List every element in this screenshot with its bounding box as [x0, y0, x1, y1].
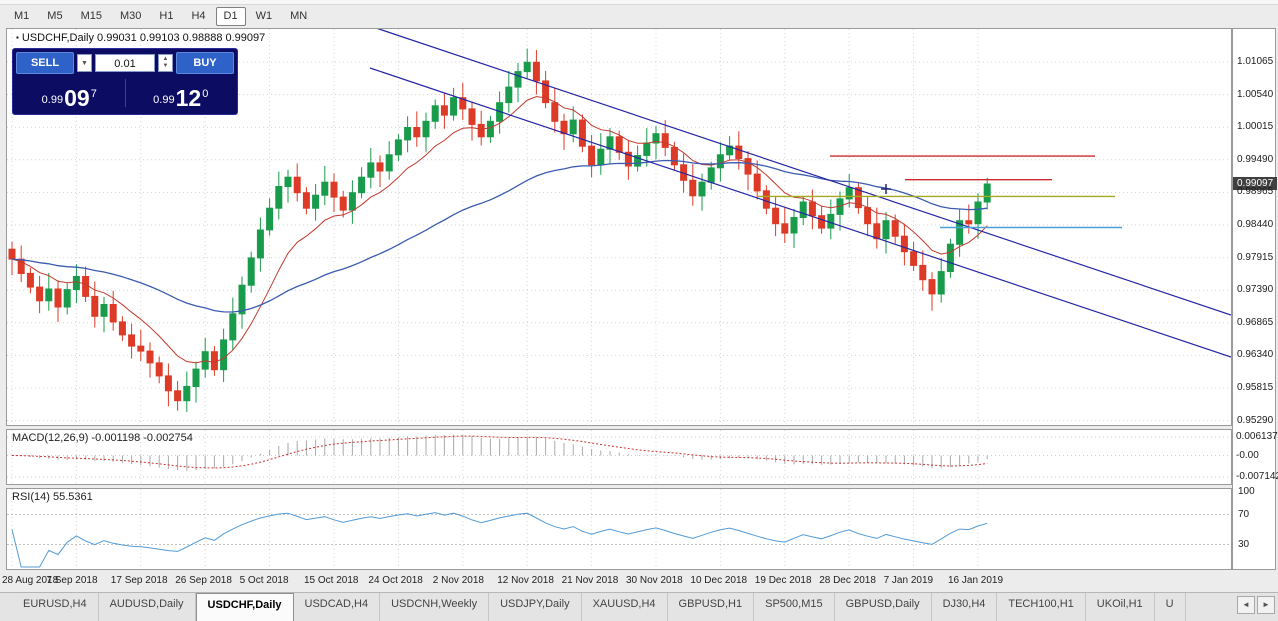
date-axis-label: 2 Nov 2018 [432, 575, 484, 586]
price-separator [124, 79, 126, 107]
buy-button[interactable]: BUY [176, 52, 234, 74]
sell-price-sup: 7 [90, 88, 97, 100]
date-axis-label: 28 Dec 2018 [819, 575, 876, 586]
date-axis-label: 7 Sep 2018 [46, 575, 98, 586]
lot-size-field[interactable]: 0.01 [95, 54, 155, 72]
timeframe-button-H1[interactable]: H1 [159, 9, 174, 22]
timeframe-button-M30[interactable]: M30 [119, 9, 142, 22]
date-axis-label: 28 Aug 2018 [2, 575, 59, 586]
chart-tab-usdcnh-weekly[interactable]: USDCNH,Weekly [380, 593, 490, 621]
date-axis-label: 16 Jan 2019 [948, 575, 1004, 586]
chart-tab-gbpusd-h1[interactable]: GBPUSD,H1 [668, 593, 755, 621]
date-axis-label: 10 Dec 2018 [690, 575, 748, 586]
stepper-up-icon[interactable]: ▲ [162, 56, 169, 62]
chart-tab-usdchf-daily[interactable]: USDCHF,Daily [195, 593, 294, 621]
timeframe-button-H4[interactable]: H4 [191, 9, 206, 22]
timeframe-button-M1[interactable]: M1 [14, 9, 30, 22]
chart-tab-bar: EURUSD,H4 AUDUSD,Daily USDCHF,Daily USDCAD,… [0, 592, 1278, 621]
buy-price-small: 0.99 [153, 94, 175, 106]
date-axis-label: 26 Sep 2018 [175, 575, 232, 586]
date-axis-label: 24 Oct 2018 [368, 575, 423, 586]
date-axis-label: 5 Oct 2018 [239, 575, 289, 586]
chart-tab-sp500-m15[interactable]: SP500,M15 [754, 593, 835, 621]
date-axis-label: 12 Nov 2018 [497, 575, 554, 586]
price-axis [1232, 28, 1276, 570]
date-axis-label: 15 Oct 2018 [304, 575, 359, 586]
chart-tab-usdcad-h4[interactable]: USDCAD,H4 [294, 593, 381, 621]
date-axis-label: 21 Nov 2018 [561, 575, 619, 586]
sell-price[interactable]: 0.99 09 7 [18, 85, 121, 111]
macd-pane [6, 429, 1232, 485]
timeframe-button-M5[interactable]: M5 [47, 9, 63, 22]
tab-scroll-right-icon[interactable]: ► [1257, 596, 1275, 614]
timeframe-button-W1[interactable]: W1 [255, 9, 273, 22]
sell-price-small: 0.99 [41, 94, 64, 106]
chart-tab-usdjpy-daily[interactable]: USDJPY,Daily [489, 593, 582, 621]
lot-dropdown-icon[interactable]: ▼ [77, 54, 92, 72]
timeframe-button-D1[interactable]: D1 [215, 6, 246, 26]
lot-stepper[interactable]: ▲ ▼ [158, 54, 173, 72]
top-strip [0, 0, 1278, 5]
chart-tab-xauusd-h4[interactable]: XAUUSD,H4 [582, 593, 668, 621]
buy-price-big: 12 [175, 85, 202, 111]
chart-tab-audusd-daily[interactable]: AUDUSD,Daily [99, 593, 196, 621]
chart-tab-tech100-h1[interactable]: TECH100,H1 [997, 593, 1086, 621]
timeframe-toolbar: M1 M5 M15 M30 H1 H4 D1 W1 MN [6, 6, 315, 26]
chart-tab-dj30-h4[interactable]: DJ30,H4 [932, 593, 998, 621]
chart-tab-u[interactable]: U [1155, 593, 1186, 621]
date-axis-label: 17 Sep 2018 [110, 575, 168, 586]
timeframe-button-M15[interactable]: M15 [80, 9, 102, 22]
tab-scroll-left-icon[interactable]: ◄ [1237, 596, 1255, 614]
chart-tab-ukoil-h1[interactable]: UKOil,H1 [1086, 593, 1155, 621]
date-axis-label: 7 Jan 2019 [883, 575, 934, 586]
sell-price-big: 09 [64, 85, 90, 111]
date-axis-label: 30 Nov 2018 [626, 575, 683, 586]
stepper-down-icon[interactable]: ▼ [162, 63, 169, 69]
tab-scroll-arrows: ◄ ► [1237, 596, 1275, 614]
buy-price-sup: 0 [202, 88, 209, 100]
rsi-pane [6, 488, 1232, 570]
buy-price[interactable]: 0.99 12 0 [130, 85, 233, 111]
chart-tab-eurusd-h4[interactable]: EURUSD,H4 [12, 593, 99, 621]
sell-button[interactable]: SELL [16, 52, 74, 74]
one-click-trade-panel: SELL ▼ 0.01 ▲ ▼ BUY 0.99 09 7 0.99 12 0 [12, 48, 238, 115]
chart-tab-gbpusd-daily[interactable]: GBPUSD,Daily [835, 593, 932, 621]
timeframe-button-MN[interactable]: MN [290, 9, 308, 22]
date-axis-label: 19 Dec 2018 [754, 575, 812, 586]
